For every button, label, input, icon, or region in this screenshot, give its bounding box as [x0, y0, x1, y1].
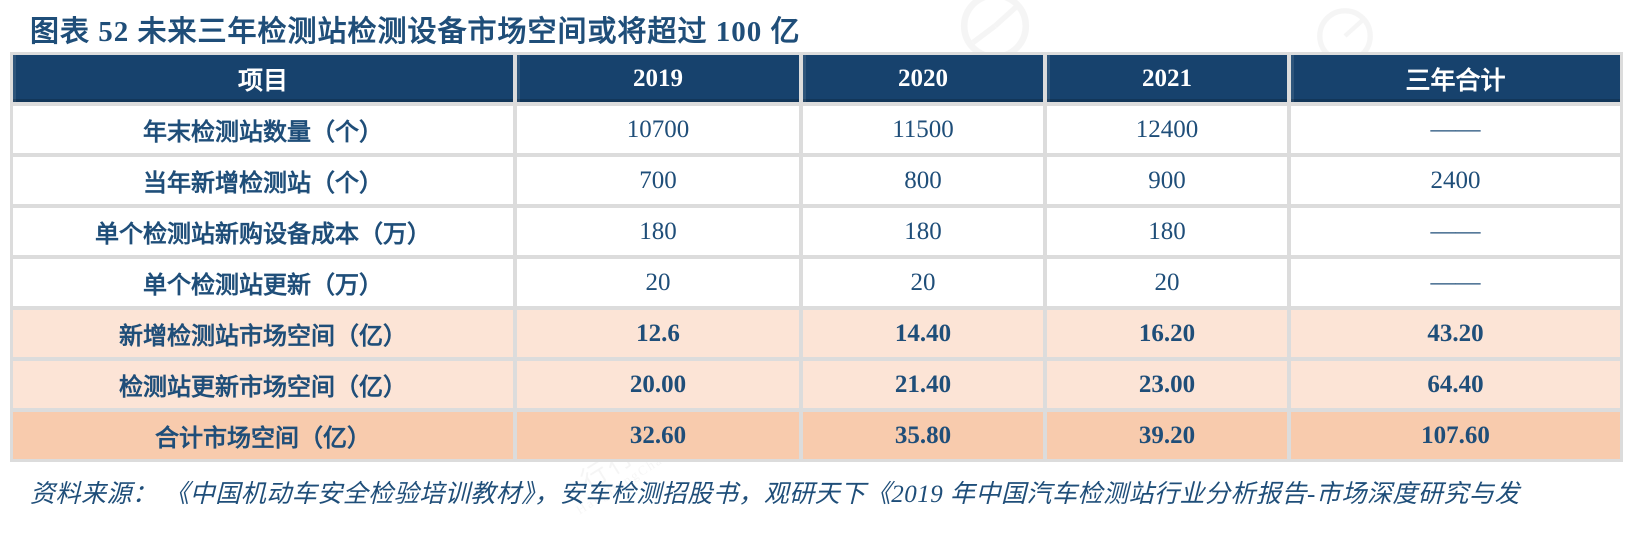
row-value: 900 [1047, 157, 1287, 204]
row-label: 新增检测站市场空间（亿） [13, 310, 513, 357]
row-value: —— [1291, 259, 1620, 306]
row-label: 年末检测站数量（个） [13, 106, 513, 153]
column-header-item: 项目 [13, 55, 513, 102]
column-header-year: 三年合计 [1291, 55, 1620, 102]
row-value: 180 [803, 208, 1043, 255]
row-label: 单个检测站更新（万） [13, 259, 513, 306]
row-value: 20 [1047, 259, 1287, 306]
row-value: 43.20 [1291, 310, 1620, 357]
row-value: 20 [803, 259, 1043, 306]
table-row: 年末检测站数量（个） 10700 11500 12400 —— [13, 106, 1620, 153]
source-note: 资料来源： 《中国机动车安全检验培训教材》，安车检测招股书，观研天下《2019 … [30, 481, 1520, 508]
row-label: 单个检测站新购设备成本（万） [13, 208, 513, 255]
row-value: —— [1291, 208, 1620, 255]
column-header-year: 2021 [1047, 55, 1287, 102]
column-header-year: 2020 [803, 55, 1043, 102]
row-value: 800 [803, 157, 1043, 204]
row-value: 14.40 [803, 310, 1043, 357]
row-value: 16.20 [1047, 310, 1287, 357]
row-value: 20 [517, 259, 799, 306]
figure-title: 图表 52 未来三年检测站检测设备市场空间或将超过 100 亿 [30, 16, 801, 48]
row-value: 32.60 [517, 412, 799, 459]
row-value: 64.40 [1291, 361, 1620, 408]
row-value: 107.60 [1291, 412, 1620, 459]
row-value: 180 [517, 208, 799, 255]
table-row: 新增检测站市场空间（亿） 12.6 14.40 16.20 43.20 [13, 310, 1620, 357]
row-label: 合计市场空间（亿） [13, 412, 513, 459]
row-value: 21.40 [803, 361, 1043, 408]
row-value: 23.00 [1047, 361, 1287, 408]
row-value: 700 [517, 157, 799, 204]
row-value: 12.6 [517, 310, 799, 357]
row-value: 180 [1047, 208, 1287, 255]
data-table: 项目 2019 2020 2021 三年合计 年末检测站数量（个） 10700 11500 1… [10, 52, 1623, 462]
table-row: 检测站更新市场空间（亿） 20.00 21.40 23.00 64.40 [13, 361, 1620, 408]
table-row: 单个检测站更新（万） 20 20 20 —— [13, 259, 1620, 306]
row-value: —— [1291, 106, 1620, 153]
table-row: 单个检测站新购设备成本（万） 180 180 180 —— [13, 208, 1620, 255]
row-label: 检测站更新市场空间（亿） [13, 361, 513, 408]
table-row: 当年新增检测站（个） 700 800 900 2400 [13, 157, 1620, 204]
row-value: 35.80 [803, 412, 1043, 459]
row-value: 20.00 [517, 361, 799, 408]
row-label: 当年新增检测站（个） [13, 157, 513, 204]
row-value: 11500 [803, 106, 1043, 153]
row-value: 10700 [517, 106, 799, 153]
row-value: 39.20 [1047, 412, 1287, 459]
table-header-row: 项目 2019 2020 2021 三年合计 [13, 55, 1620, 102]
row-value: 2400 [1291, 157, 1620, 204]
table-row: 合计市场空间（亿） 32.60 35.80 39.20 107.60 [13, 412, 1620, 459]
column-header-year: 2019 [517, 55, 799, 102]
row-value: 12400 [1047, 106, 1287, 153]
